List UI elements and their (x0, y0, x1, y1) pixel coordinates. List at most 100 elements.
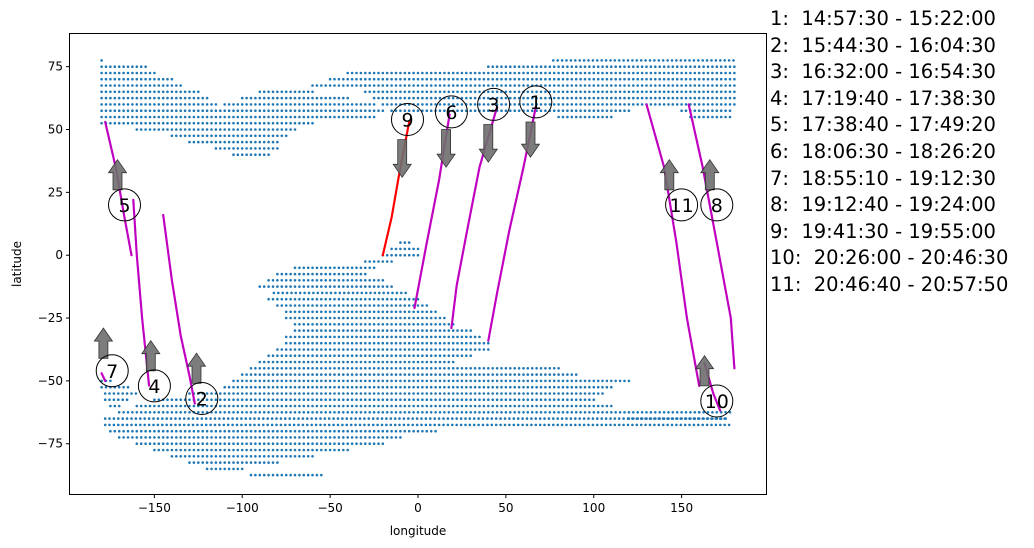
land-point (276, 354, 279, 358)
land-point (289, 473, 292, 477)
land-point (552, 109, 556, 112)
land-point (583, 103, 587, 106)
land-point (144, 121, 147, 125)
marker-3: 3 (477, 87, 511, 163)
land-point (213, 417, 217, 420)
land-point (535, 367, 538, 370)
land-point (403, 297, 407, 301)
land-point (135, 96, 139, 100)
land-point (605, 103, 609, 106)
land-point (591, 59, 595, 62)
land-point (381, 436, 385, 439)
land-point (372, 404, 376, 408)
land-point (205, 128, 209, 131)
land-point (526, 398, 530, 402)
land-point (301, 423, 305, 427)
land-point (359, 103, 363, 106)
land-point (403, 354, 407, 358)
land-point (399, 367, 402, 370)
land-point (398, 417, 401, 420)
land-point (232, 140, 235, 144)
land-point (689, 90, 692, 94)
land-point (372, 115, 376, 119)
land-point (460, 392, 464, 395)
land-point (425, 360, 429, 364)
land-point (298, 90, 301, 94)
land-point (166, 398, 169, 402)
land-point (728, 77, 732, 81)
land-point (117, 429, 121, 433)
land-point (188, 442, 191, 446)
land-point (403, 398, 407, 402)
land-point (358, 423, 362, 427)
land-point (469, 392, 473, 395)
land-point (328, 398, 332, 402)
land-point (324, 367, 328, 370)
land-point (371, 417, 375, 420)
land-point (504, 96, 508, 100)
land-point (377, 373, 380, 376)
land-point (487, 385, 490, 389)
land-point (126, 84, 130, 87)
land-point (175, 442, 178, 446)
land-point (100, 121, 103, 125)
land-point (526, 71, 530, 75)
land-point (122, 436, 125, 439)
land-point (601, 385, 604, 389)
land-point (715, 77, 719, 81)
land-point (421, 96, 424, 100)
land-point (671, 103, 675, 106)
land-point (367, 417, 371, 420)
land-point (337, 429, 341, 433)
land-point (364, 115, 367, 119)
land-point (425, 367, 429, 370)
land-point (403, 373, 407, 376)
land-point (311, 429, 314, 433)
land-point (192, 429, 196, 433)
land-point (148, 115, 152, 119)
land-point (438, 103, 442, 106)
land-point (122, 411, 125, 414)
land-point (451, 329, 455, 332)
land-point (289, 304, 292, 307)
land-point (407, 379, 411, 383)
land-point (455, 417, 459, 420)
land-point (117, 71, 121, 75)
land-point (526, 84, 530, 87)
land-point (170, 96, 174, 100)
land-point (425, 392, 429, 395)
land-point (662, 77, 666, 81)
land-point (610, 379, 613, 383)
land-point (583, 65, 587, 68)
land-point (513, 411, 516, 414)
land-point (104, 84, 108, 87)
land-point (240, 121, 244, 125)
land-point (639, 59, 643, 62)
land-point (592, 90, 596, 94)
land-point (131, 71, 134, 75)
land-point (372, 304, 376, 307)
land-point (526, 90, 530, 94)
land-point (544, 385, 547, 389)
land-point (328, 316, 332, 320)
land-point (513, 65, 516, 68)
land-point (610, 84, 613, 87)
land-point (306, 90, 310, 94)
land-point (675, 65, 679, 68)
land-point (390, 392, 393, 395)
land-point (588, 103, 591, 106)
land-point (192, 448, 196, 452)
land-point (232, 128, 235, 131)
land-point (421, 348, 424, 351)
land-point (316, 291, 320, 295)
land-point (201, 429, 204, 433)
land-point (697, 59, 700, 62)
land-point (429, 90, 433, 94)
land-point (521, 423, 524, 427)
land-point (258, 367, 262, 370)
land-point (390, 329, 393, 332)
land-point (320, 341, 323, 345)
land-point (262, 448, 266, 452)
land-point (240, 153, 244, 156)
land-point (645, 65, 648, 68)
